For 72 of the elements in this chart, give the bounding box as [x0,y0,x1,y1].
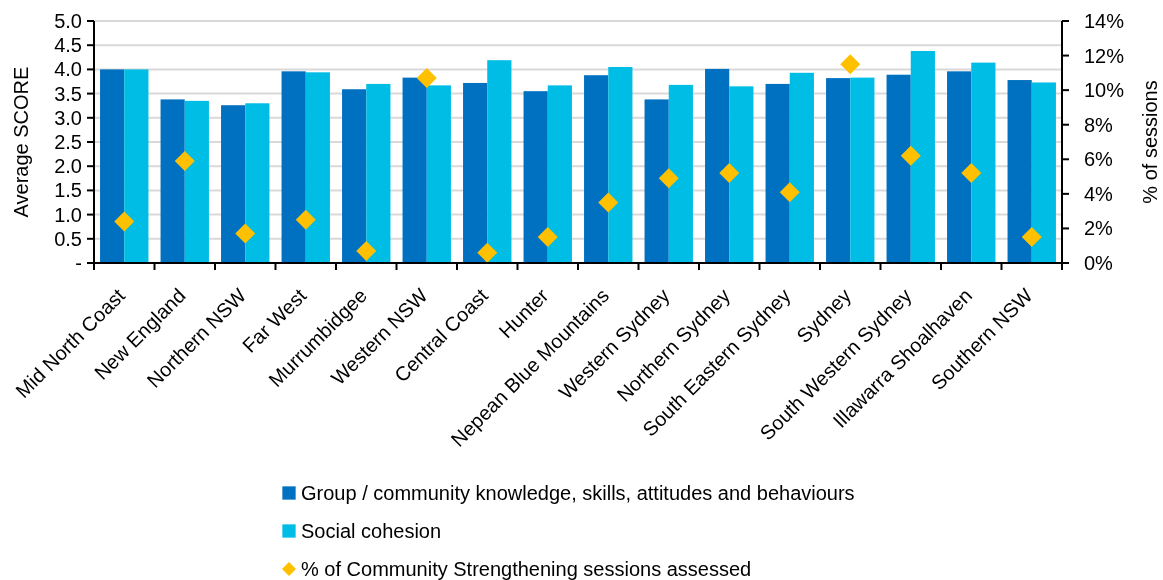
point [779,182,800,203]
bar [668,84,693,263]
bar [523,91,548,263]
bar [487,60,512,263]
bar [402,77,427,263]
point [477,242,498,263]
point [416,68,437,89]
y2-tick-label: 2% [1084,217,1114,240]
bar [342,89,367,263]
bar [705,68,730,263]
point [1021,227,1042,248]
bar [644,99,669,263]
y-axis-title: Average SCORE [10,66,32,218]
bar [608,66,633,263]
y-tick-label: 0.5 [54,227,82,250]
y-tick-label: 4.5 [54,34,82,57]
bar [826,78,851,263]
y2-tick-label: 8% [1084,113,1114,136]
y-tick-label: 3.5 [54,82,82,105]
y2-tick-label: 14% [1084,10,1125,32]
bar [789,72,814,263]
bar [765,83,790,263]
y-tick-label: 2.0 [54,155,82,178]
point [961,163,982,184]
point [295,209,316,230]
point [356,240,377,261]
bar [547,85,572,263]
y2-tick-label: 10% [1084,79,1125,102]
bar [184,100,209,263]
legend-label: Social cohesion [301,520,442,542]
point [114,211,135,232]
y-tick-label: 3.0 [54,106,82,129]
bar [245,103,270,263]
y-tick-label: 2.5 [54,131,82,153]
point [598,192,619,213]
point [537,227,558,248]
bar [1031,82,1056,263]
point [235,223,256,244]
bar [160,99,185,263]
bar [729,86,754,263]
bar [947,71,972,263]
y2-tick-label: 12% [1084,44,1125,67]
bar [305,72,330,263]
bar [910,51,935,263]
bar [584,75,609,263]
point [174,151,195,172]
legend-label: Group / community knowledge, skills, attitudes and behaviours [301,482,855,504]
bar [281,71,306,263]
point [719,163,740,184]
y-tick-label: 4.0 [54,58,82,81]
y2-axis-title: % of sessions [1139,80,1161,204]
bar [100,69,125,263]
bar [124,69,149,263]
legend-label: % of Community Strengthening sessions assessed [301,558,752,580]
point [658,168,679,189]
bar [366,83,391,263]
point [900,145,921,166]
y2-tick-label: 6% [1084,148,1114,171]
y2-tick-label: 0% [1084,252,1114,274]
y-tick-label: - [75,252,82,274]
bar [463,82,488,263]
bar [426,85,451,263]
y-tick-label: 5.0 [54,10,82,32]
bar [886,74,911,263]
bar [850,77,875,263]
y-tick-label: 1.0 [54,203,82,226]
point [840,54,861,75]
y-tick-label: 1.5 [54,179,82,202]
bar [1007,80,1032,263]
y2-tick-label: 4% [1084,182,1114,205]
bar [971,62,996,263]
bar [221,105,246,263]
